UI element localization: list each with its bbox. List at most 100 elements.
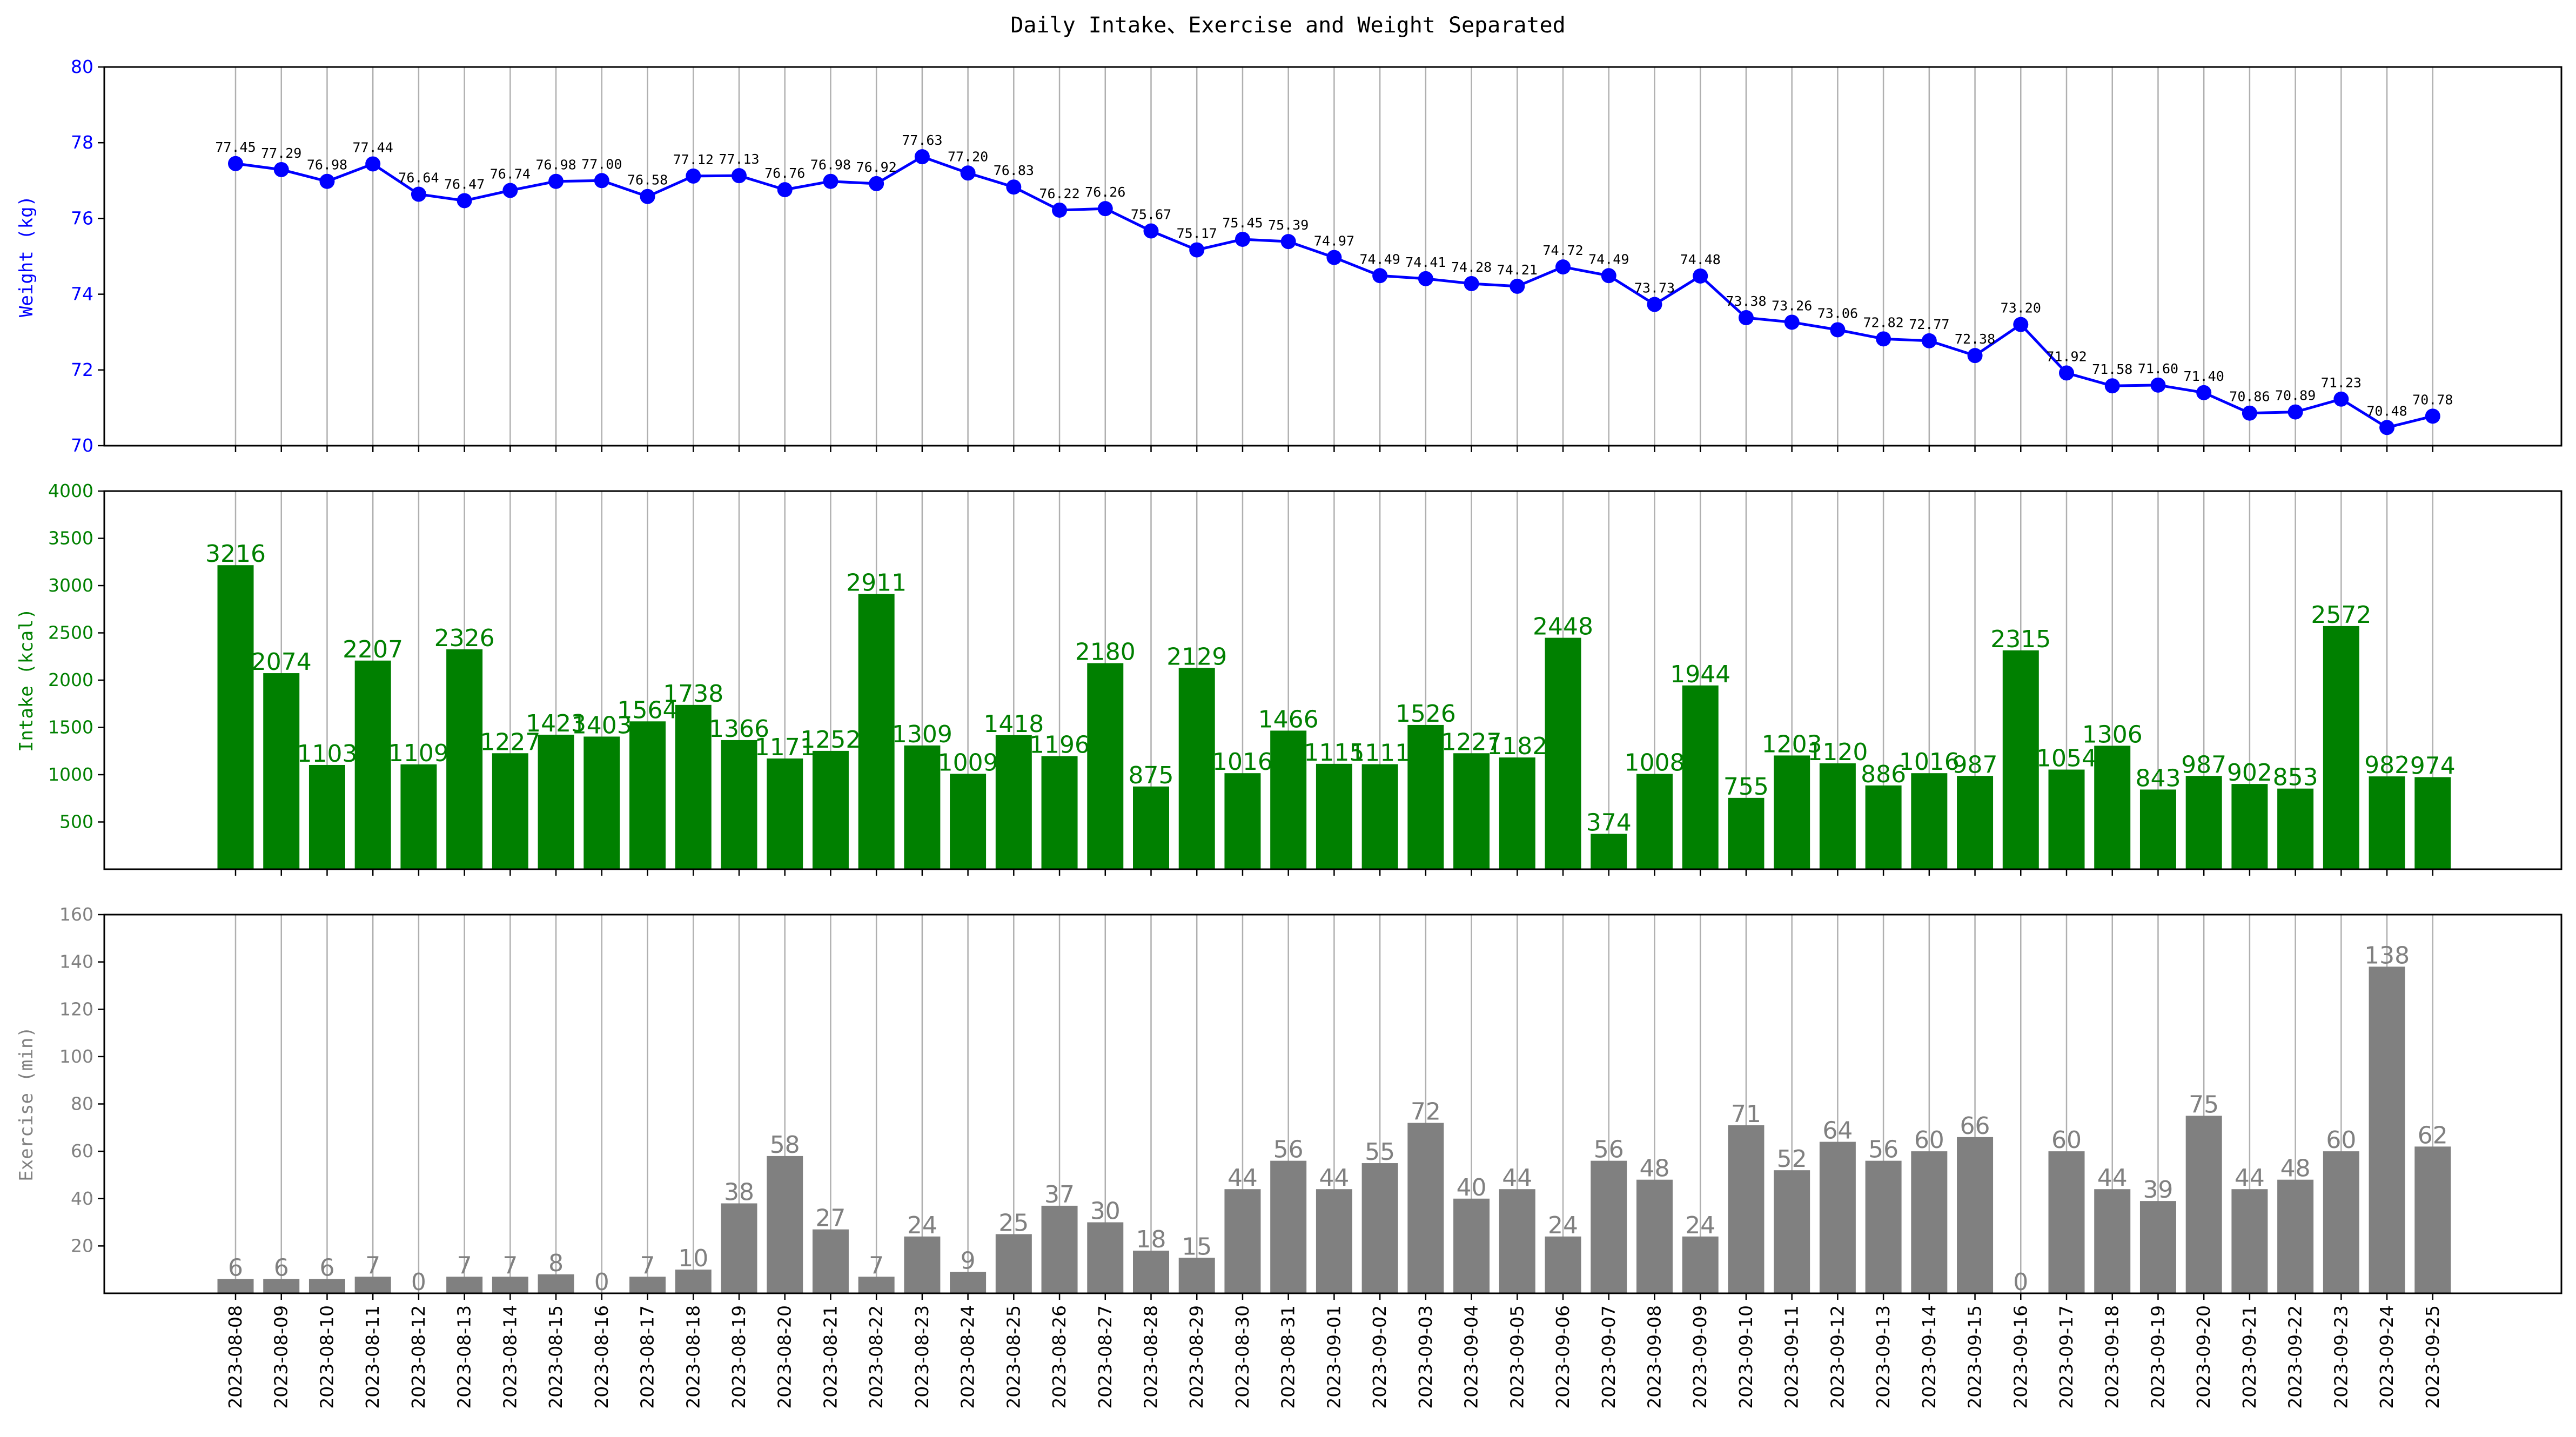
intake-bar	[2094, 746, 2131, 869]
exercise-data-label: 44	[2235, 1164, 2265, 1192]
intake-bar	[1911, 773, 1948, 869]
x-tick-label: 2023-09-25	[2422, 1305, 2443, 1409]
exercise-data-label: 24	[1685, 1212, 1715, 1239]
intake-bar	[217, 565, 254, 869]
weight-point	[1372, 268, 1388, 284]
weight-frame	[103, 66, 2562, 447]
weight-data-label: 72.77	[1909, 317, 1949, 332]
exercise-bar	[1636, 1179, 1673, 1293]
exercise-data-label: 10	[678, 1245, 708, 1272]
weight-point	[1601, 268, 1616, 284]
exercise-bar	[858, 1277, 895, 1293]
x-tick-label: 2023-08-08	[225, 1305, 246, 1409]
intake-bar	[1270, 730, 1307, 869]
exercise-bar	[1361, 1163, 1398, 1293]
weight-data-label: 76.74	[490, 166, 531, 182]
x-tick-label: 2023-09-02	[1369, 1305, 1390, 1409]
weight-point	[1830, 322, 1846, 338]
exercise-data-label: 25	[998, 1209, 1029, 1237]
weight-point	[1052, 202, 1068, 218]
x-tick-label: 2023-08-19	[728, 1305, 749, 1409]
exercise-bar	[1224, 1189, 1261, 1293]
weight-point	[1510, 278, 1525, 294]
exercise-data-label: 30	[1090, 1198, 1121, 1225]
exercise-data-label: 66	[1960, 1112, 1990, 1140]
x-tick-label: 2023-08-11	[362, 1305, 383, 1409]
x-tick-label: 2023-09-03	[1415, 1305, 1436, 1409]
intake-data-label: 853	[2273, 764, 2318, 791]
weight-point	[548, 173, 564, 189]
intake-bar	[2231, 784, 2268, 869]
exercise-data-label: 7	[502, 1252, 518, 1279]
intake-data-label: 2207	[343, 636, 403, 663]
weight-data-label: 76.98	[810, 157, 851, 173]
exercise-data-label: 9	[961, 1247, 976, 1275]
intake-y-tick-label: 3500	[48, 528, 93, 549]
weight-point	[365, 156, 381, 172]
x-tick-label: 2023-08-13	[454, 1305, 475, 1409]
exercise-bar	[2048, 1151, 2085, 1293]
x-tick-label: 2023-08-10	[316, 1305, 337, 1409]
x-tick-label: 2023-09-19	[2147, 1305, 2168, 1409]
exercise-bar	[629, 1277, 666, 1293]
weight-point	[823, 173, 838, 189]
weight-point	[502, 183, 518, 198]
x-tick-label: 2023-09-04	[1461, 1305, 1482, 1409]
weight-point	[273, 162, 289, 177]
x-tick-label: 2023-09-23	[2330, 1305, 2351, 1409]
intake-data-label: 374	[1586, 809, 1632, 837]
intake-bar	[904, 745, 941, 869]
exercise-data-label: 56	[1594, 1136, 1624, 1164]
exercise-bar	[1453, 1198, 1490, 1293]
weight-point	[1876, 331, 1891, 347]
weight-point	[1280, 234, 1296, 250]
weight-data-label: 73.38	[1726, 293, 1766, 309]
intake-data-label: 1182	[1487, 733, 1547, 760]
x-tick-label: 2023-08-17	[637, 1305, 658, 1409]
exercise-data-label: 138	[2364, 942, 2410, 969]
intake-bar	[263, 673, 300, 869]
intake-bar	[583, 736, 620, 869]
exercise-bar	[1178, 1258, 1215, 1293]
intake-bar	[538, 734, 574, 869]
exercise-bar	[1316, 1189, 1352, 1293]
exercise-data-label: 8	[548, 1250, 564, 1277]
weight-data-label: 77.45	[215, 139, 256, 155]
exercise-bar	[308, 1279, 345, 1293]
weight-data-label: 76.98	[535, 157, 576, 173]
exercise-data-label: 75	[2189, 1091, 2219, 1118]
intake-y-axis-label: Intake (kcal)	[16, 608, 37, 752]
x-tick-label: 2023-09-01	[1323, 1305, 1344, 1409]
exercise-data-label: 55	[1365, 1138, 1395, 1166]
exercise-bar	[538, 1274, 574, 1293]
intake-bar	[2414, 777, 2451, 869]
weight-data-label: 76.58	[627, 172, 668, 188]
intake-bar	[858, 594, 895, 869]
weight-data-label: 73.06	[1817, 305, 1858, 321]
intake-data-label: 1738	[663, 680, 723, 708]
x-tick-label: 2023-08-14	[499, 1305, 520, 1409]
exercise-data-label: 0	[594, 1268, 609, 1296]
intake-y-tick-label: 1000	[48, 764, 93, 785]
intake-data-label: 1016	[1212, 748, 1273, 776]
weight-point	[960, 165, 976, 181]
intake-bar	[2185, 776, 2222, 869]
weight-data-label: 74.49	[1359, 251, 1400, 267]
x-tick-label: 2023-09-24	[2376, 1305, 2397, 1409]
exercise-data-label: 44	[2097, 1164, 2128, 1192]
x-tick-label: 2023-08-09	[271, 1305, 292, 1409]
x-tick-label: 2023-09-13	[1873, 1305, 1894, 1409]
weight-point	[457, 193, 472, 209]
weight-data-label: 71.92	[2046, 348, 2087, 364]
weight-point	[594, 173, 609, 189]
x-tick-label: 2023-09-07	[1598, 1305, 1619, 1409]
x-tick-label: 2023-08-21	[820, 1305, 841, 1409]
weight-data-label: 71.23	[2321, 375, 2362, 391]
weight-data-label: 71.40	[2184, 368, 2224, 384]
weight-point	[1143, 223, 1159, 239]
intake-data-label: 843	[2135, 764, 2181, 792]
weight-data-label: 77.00	[581, 156, 622, 172]
weight-point	[228, 156, 243, 171]
weight-point	[1738, 310, 1754, 326]
